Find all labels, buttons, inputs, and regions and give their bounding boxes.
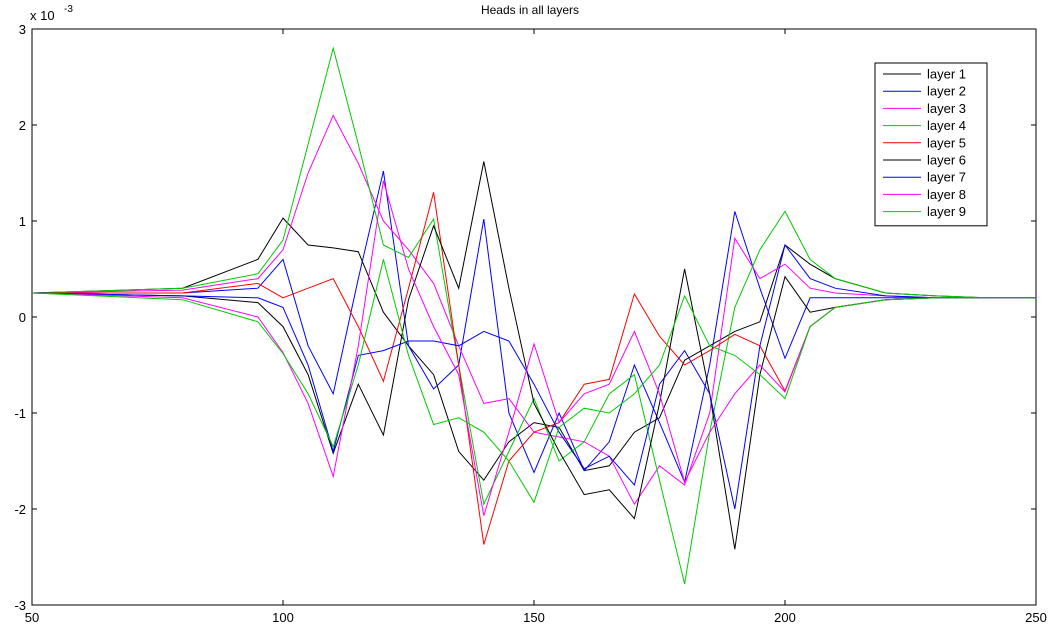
series-group (31, 46, 1036, 585)
y-exponent-label: x 10 -3 (30, 4, 73, 23)
series-line-layer-3 (31, 114, 1036, 506)
series-line-layer-6 (31, 161, 1036, 550)
series-line-layer-7 (31, 243, 1036, 510)
series-line-layer-8 (31, 180, 1036, 516)
series-line-layer-4 (31, 46, 1036, 585)
y-multiplier: x 10 (30, 8, 55, 23)
legend-label: layer 3 (927, 101, 966, 116)
y-tick-label: 3 (19, 22, 26, 37)
y-tick-label: 1 (19, 214, 26, 229)
x-axis: 50 100 150 200 250 (25, 29, 1047, 625)
series-line-layer-9 (31, 259, 1036, 504)
x-tick-label: 100 (272, 610, 294, 625)
chart-title: Heads in all layers (481, 3, 579, 17)
y-tick-label: 0 (19, 310, 26, 325)
legend-box (874, 62, 988, 227)
legend-label: layer 7 (927, 170, 966, 185)
series-line-layer-2 (32, 170, 1036, 484)
x-tick-label: 250 (1025, 610, 1047, 625)
legend-label: layer 1 (927, 67, 966, 82)
legend-label: layer 9 (927, 204, 966, 219)
x-tick-label: 150 (523, 610, 545, 625)
y-tick-label: -3 (14, 598, 26, 613)
series-line-layer-1 (31, 217, 1036, 482)
legend-label: layer 8 (927, 187, 966, 202)
series-line-layer-5 (32, 192, 1036, 545)
legend-label: layer 2 (927, 84, 966, 99)
legend-label: layer 6 (927, 153, 966, 168)
y-exponent: -3 (64, 4, 73, 15)
legend-label: layer 4 (927, 118, 966, 133)
y-tick-label: -2 (14, 502, 26, 517)
x-tick-label: 200 (774, 610, 796, 625)
x-tick-label: 50 (25, 610, 39, 625)
y-tick-label: 2 (19, 118, 26, 133)
legend-label: layer 5 (927, 135, 966, 150)
y-axis: -3 -2 -1 0 1 2 3 (14, 22, 1036, 613)
legend: layer 1 layer 2 layer 3 layer 4 layer 5 layer… (874, 62, 988, 227)
y-tick-label: -1 (14, 406, 26, 421)
